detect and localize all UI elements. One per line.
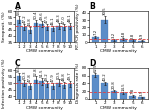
Bar [51,28,55,86]
Bar [68,26,72,86]
Bar [92,37,99,42]
Text: 46.1: 46.1 [51,16,55,25]
Text: 47.5: 47.5 [45,14,49,23]
Bar [120,39,127,42]
Bar [51,86,55,112]
Bar [39,81,44,112]
Text: 40.2: 40.2 [103,72,107,81]
Text: C: C [15,59,21,68]
Y-axis label: Diagnosis rate (%): Diagnosis rate (%) [76,63,80,103]
Bar [101,83,108,99]
Bar [34,80,38,112]
Bar [68,84,72,112]
Text: 3.2: 3.2 [112,32,116,38]
Text: 2.8: 2.8 [131,32,135,39]
Text: 52.8: 52.8 [34,67,38,76]
Bar [138,41,145,42]
Bar [56,26,61,86]
X-axis label: CMW community: CMW community [100,49,137,53]
Text: 3.9: 3.9 [140,90,144,96]
Bar [28,86,32,112]
Bar [22,83,27,112]
Text: 47.0: 47.0 [62,15,66,24]
Bar [62,27,66,86]
Bar [17,20,21,86]
Bar [92,75,99,99]
Text: 49.2: 49.2 [45,72,49,81]
Bar [45,27,49,86]
Text: 47.9: 47.9 [51,74,55,82]
Text: 50.3: 50.3 [22,70,26,79]
Bar [39,24,44,86]
Text: 53.1: 53.1 [17,7,21,15]
Y-axis label: Infection positivity (%): Infection positivity (%) [2,59,6,108]
Text: 49.6: 49.6 [39,12,44,20]
Text: 47.8: 47.8 [28,74,32,82]
Bar [120,93,127,99]
X-axis label: CMW community: CMW community [100,106,137,110]
X-axis label: CMW community: CMW community [26,106,63,110]
X-axis label: CMW community: CMW community [26,49,63,53]
Bar [129,96,136,99]
Text: 44.8: 44.8 [28,17,32,26]
Text: A: A [15,2,21,11]
Text: 20.8: 20.8 [112,80,116,89]
Bar [101,20,108,42]
Text: 48.3: 48.3 [57,13,61,22]
Text: 7.2: 7.2 [93,28,98,35]
Text: 30.5: 30.5 [103,7,107,15]
Bar [62,85,66,112]
Text: 55.5: 55.5 [17,64,21,72]
Text: 14.5: 14.5 [121,83,125,92]
Bar [28,30,32,86]
Text: D: D [89,59,96,68]
Text: 47.2: 47.2 [22,14,26,23]
Text: 50.4: 50.4 [34,10,38,19]
Bar [129,40,136,42]
Text: 50.5: 50.5 [57,70,61,79]
Bar [56,83,61,112]
Text: 1.9: 1.9 [140,33,144,39]
Text: 62.5: 62.5 [93,63,98,72]
Text: 7.8: 7.8 [131,88,135,94]
Bar [111,40,117,42]
Text: 49.7: 49.7 [68,71,72,80]
Bar [138,97,145,99]
Text: 51.5: 51.5 [39,69,44,77]
Text: B: B [89,2,95,11]
Text: 48.1: 48.1 [68,13,72,22]
Bar [111,91,117,99]
Y-axis label: Seroposit. (%): Seroposit. (%) [2,11,6,42]
Text: 48.8: 48.8 [62,72,66,81]
Bar [22,27,27,86]
Bar [17,76,21,112]
Bar [34,23,38,86]
Bar [45,84,49,112]
Y-axis label: RT-PCR positivity (%): RT-PCR positivity (%) [76,4,80,49]
Text: 4.8: 4.8 [121,30,125,37]
